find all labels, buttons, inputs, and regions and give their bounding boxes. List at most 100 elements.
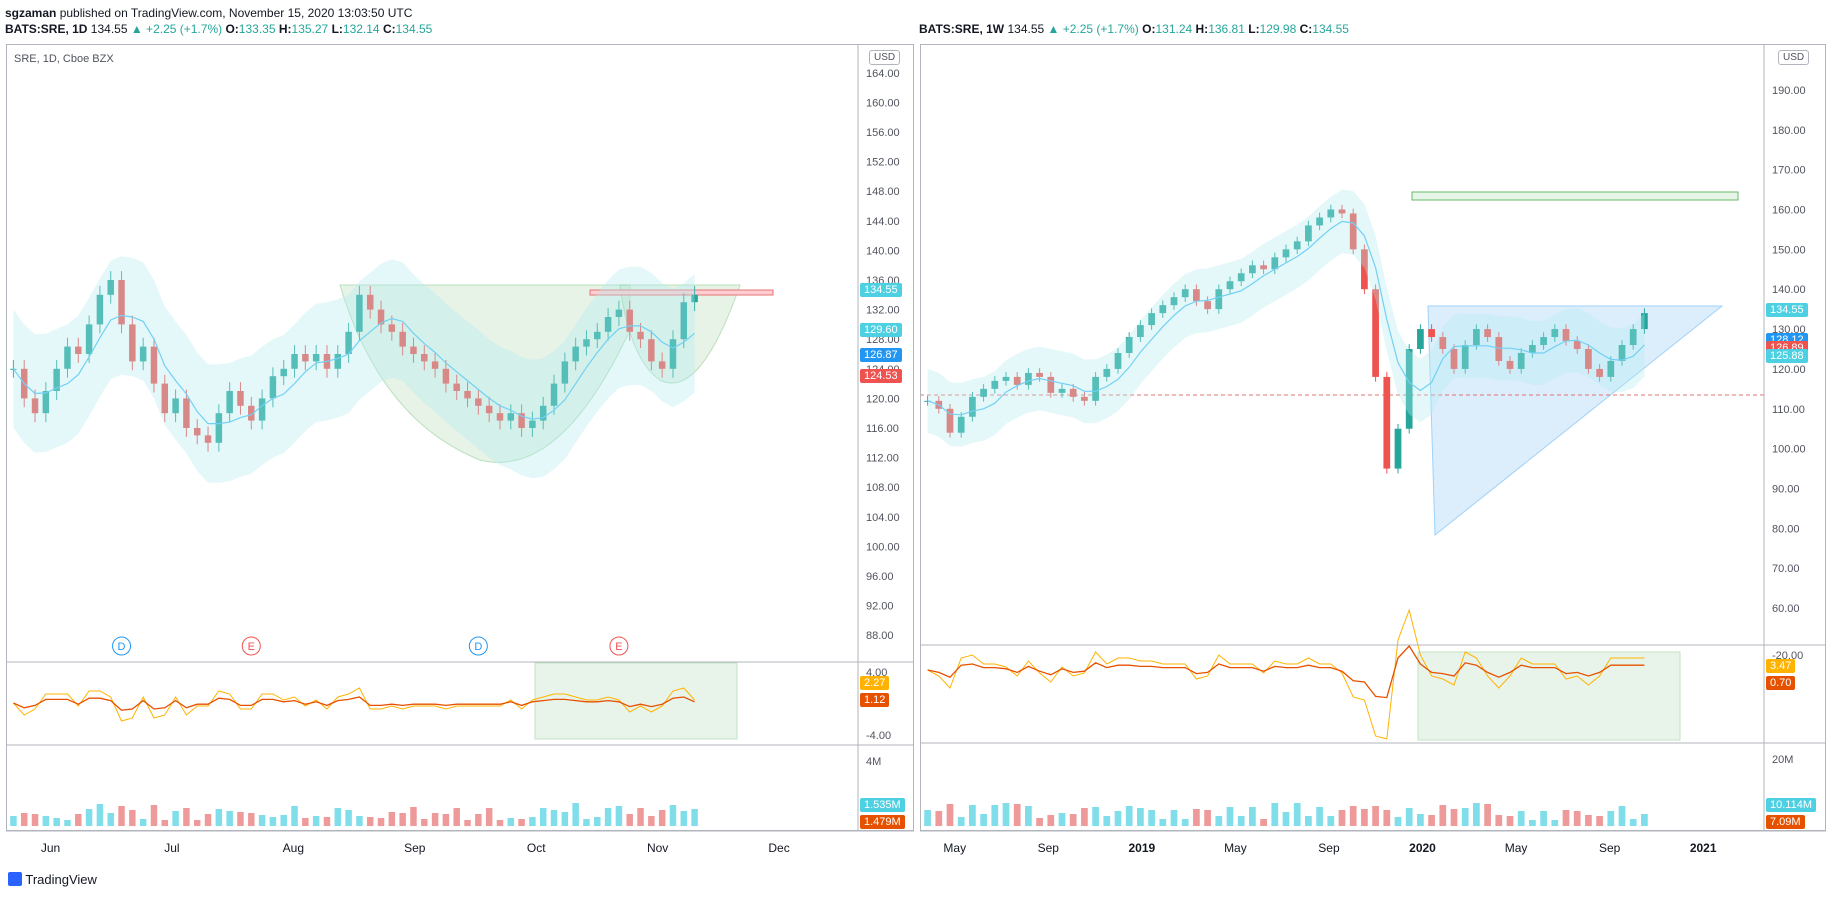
right-volume-bar-10 bbox=[1036, 818, 1043, 826]
left-event-label-3: E bbox=[615, 641, 622, 653]
left-y-tick-16: 100.00 bbox=[866, 541, 900, 553]
left-y-tick-17: 96.00 bbox=[866, 571, 894, 583]
right-candle-36 bbox=[1327, 209, 1335, 218]
right-volume-bar-4 bbox=[969, 805, 976, 826]
right-candle-33 bbox=[1293, 241, 1301, 250]
left-candle-36 bbox=[399, 331, 406, 347]
right-volume-bar-51 bbox=[1495, 815, 1503, 826]
left-y-tick-19: 88.00 bbox=[866, 630, 894, 642]
left-high: 135.27 bbox=[291, 22, 329, 36]
right-y-tick-8: 110.00 bbox=[1772, 404, 1805, 416]
right-volume-bar-48 bbox=[1461, 808, 1469, 826]
left-currency-button[interactable]: USD bbox=[869, 50, 901, 65]
left-volume-bar-58 bbox=[637, 808, 644, 826]
right-candle-22 bbox=[1170, 297, 1178, 306]
right-volume-bar-47 bbox=[1450, 809, 1458, 826]
left-event-label-2: D bbox=[474, 641, 482, 653]
right-candle-23 bbox=[1181, 289, 1189, 298]
right-volume-bar-20 bbox=[1148, 810, 1155, 826]
right-currency-button[interactable]: USD bbox=[1778, 50, 1810, 65]
left-y-tick-13: 112.00 bbox=[866, 453, 899, 465]
left-ma-blue bbox=[12, 314, 695, 425]
left-vol-badge-0: 1.535M bbox=[860, 798, 905, 812]
right-volume-bar-17 bbox=[1114, 811, 1122, 826]
left-oscillator-signal bbox=[13, 696, 695, 711]
left-candle-61 bbox=[669, 339, 677, 369]
left-candle-35 bbox=[388, 324, 396, 332]
right-candle-56 bbox=[1551, 329, 1559, 338]
left-vol-tick-0: 4M bbox=[866, 756, 881, 768]
left-volume-bar-8 bbox=[96, 804, 104, 826]
right-candle-11 bbox=[1047, 376, 1055, 393]
right-volume-bar-44 bbox=[1417, 814, 1424, 826]
right-candle-10 bbox=[1036, 372, 1043, 377]
left-candle-47 bbox=[518, 413, 525, 428]
left-vol-badge-1: 1.479M bbox=[860, 815, 905, 829]
left-candle-63 bbox=[691, 294, 698, 303]
left-volume-bar-40 bbox=[442, 814, 450, 826]
left-y-tick-3: 152.00 bbox=[866, 157, 900, 169]
right-volume-bar-1 bbox=[935, 811, 943, 826]
right-candle-31 bbox=[1271, 257, 1279, 270]
right-candle-29 bbox=[1249, 265, 1256, 274]
left-candle-51 bbox=[561, 361, 569, 384]
right-candle-7 bbox=[1002, 376, 1010, 381]
left-volume-bar-32 bbox=[356, 816, 363, 826]
left-y-tick-18: 92.00 bbox=[866, 601, 894, 613]
left-volume-bar-41 bbox=[453, 808, 460, 826]
left-candle-26 bbox=[291, 354, 298, 369]
right-candle-12 bbox=[1058, 388, 1066, 393]
right-candle-14 bbox=[1081, 396, 1088, 401]
right-chart-panel[interactable] bbox=[920, 44, 1826, 831]
right-volume-bar-12 bbox=[1058, 813, 1066, 826]
left-volume-bar-34 bbox=[377, 818, 385, 826]
left-candle-57 bbox=[626, 309, 633, 332]
left-event-marker-1 bbox=[241, 636, 261, 656]
right-volume-bar-58 bbox=[1573, 811, 1581, 826]
right-x-tick-2: 2019 bbox=[1129, 841, 1156, 855]
left-candle-25 bbox=[280, 368, 287, 377]
right-volume-bar-56 bbox=[1551, 820, 1559, 826]
right-candle-64 bbox=[1641, 313, 1648, 330]
left-x-tick-3: Sep bbox=[404, 841, 426, 855]
right-volume-bar-64 bbox=[1641, 814, 1648, 826]
right-y-tick-5: 140.00 bbox=[1772, 284, 1806, 296]
right-volume-bar-43 bbox=[1405, 808, 1413, 826]
right-volume-bar-7 bbox=[1002, 803, 1010, 826]
right-y-tick-13: 60.00 bbox=[1772, 603, 1800, 615]
left-volume-bar-51 bbox=[561, 812, 569, 826]
right-volume-bar-61 bbox=[1607, 811, 1615, 826]
left-volume-bar-61 bbox=[669, 805, 677, 826]
left-candle-41 bbox=[453, 383, 460, 391]
left-candle-38 bbox=[421, 354, 428, 362]
left-symbol: BATS:SRE, 1D bbox=[5, 22, 88, 36]
left-volume-bar-30 bbox=[334, 808, 342, 826]
left-candle-54 bbox=[594, 331, 601, 340]
left-candle-13 bbox=[150, 346, 158, 384]
left-candle-62 bbox=[680, 302, 688, 340]
published-text: published on TradingView.com, November 1… bbox=[59, 6, 413, 20]
left-y-tick-12: 116.00 bbox=[866, 423, 899, 435]
right-volume-bar-15 bbox=[1092, 807, 1099, 826]
right-volume-bar-60 bbox=[1596, 816, 1603, 826]
left-candle-5 bbox=[64, 346, 71, 369]
right-candle-21 bbox=[1159, 305, 1167, 314]
right-volume-bar-28 bbox=[1237, 816, 1245, 826]
right-candle-42 bbox=[1394, 428, 1402, 469]
right-x-tick-6: May bbox=[1505, 841, 1528, 855]
right-candle-60 bbox=[1596, 368, 1603, 377]
right-candle-19 bbox=[1137, 325, 1144, 338]
left-candle-6 bbox=[75, 346, 82, 354]
left-candle-12 bbox=[139, 346, 147, 362]
right-candle-26 bbox=[1215, 289, 1223, 310]
left-volume-bar-48 bbox=[529, 817, 536, 826]
right-candle-37 bbox=[1338, 209, 1346, 214]
left-osc-badge-1: 1.12 bbox=[860, 693, 890, 707]
left-volume-bar-11 bbox=[129, 810, 136, 826]
right-candle-34 bbox=[1305, 225, 1312, 242]
right-volume-bar-18 bbox=[1125, 806, 1133, 826]
footer-brand[interactable]: TradingView bbox=[8, 872, 97, 887]
left-volume-bar-46 bbox=[507, 818, 515, 826]
right-volume-bar-8 bbox=[1013, 804, 1021, 826]
right-osc-badge-0: 3.47 bbox=[1766, 659, 1796, 673]
